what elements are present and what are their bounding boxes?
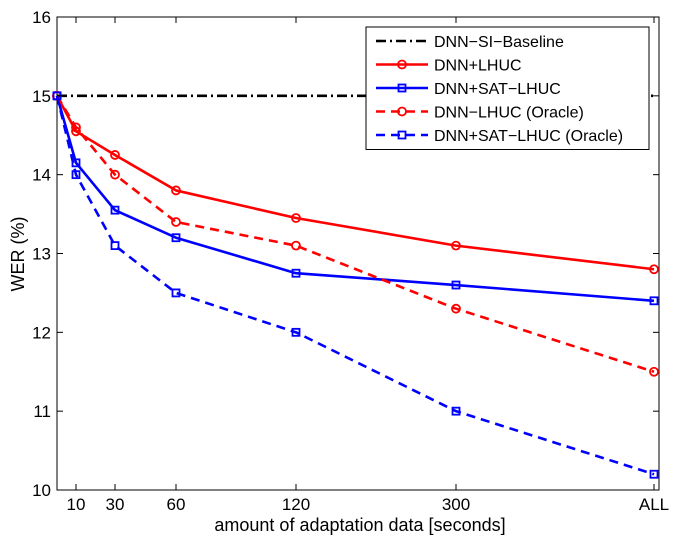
legend-item: DNN+LHUC <box>376 58 522 75</box>
legend-label: DNN+LHUC <box>434 58 522 75</box>
data-point <box>451 280 461 290</box>
data-point <box>291 240 301 251</box>
legend-marker <box>397 106 407 117</box>
x-tick-label: 30 <box>106 495 125 514</box>
series-4 <box>52 91 659 479</box>
data-point <box>110 205 120 215</box>
data-point <box>291 327 301 337</box>
legend-marker <box>397 83 407 93</box>
data-point <box>71 122 81 133</box>
legend-item: DNN+SAT−LHUC <box>376 81 561 98</box>
data-point <box>171 288 181 298</box>
data-point <box>451 303 461 314</box>
data-point <box>291 213 301 223</box>
data-point <box>451 240 461 251</box>
data-point <box>171 217 181 227</box>
y-tick-label: 12 <box>32 323 51 342</box>
data-point <box>649 469 659 479</box>
legend-label: DNN+SAT−LHUC <box>434 81 561 98</box>
data-point <box>451 406 461 416</box>
x-axis-label: amount of adaptation data [seconds] <box>214 515 505 535</box>
data-point <box>110 241 120 251</box>
y-tick-label: 11 <box>33 402 51 421</box>
legend-item: DNN−LHUC (Oracle) <box>376 105 584 122</box>
legend-label: DNN+SAT−LHUC (Oracle) <box>434 128 623 145</box>
data-point <box>649 264 659 275</box>
legend-item: DNN+SAT−LHUC (Oracle) <box>376 128 623 145</box>
y-tick-label: 10 <box>32 481 51 500</box>
x-tick-label: ALL <box>639 495 669 514</box>
data-point <box>110 150 120 160</box>
data-point <box>649 296 659 306</box>
data-point <box>110 169 120 180</box>
y-tick-label: 16 <box>32 8 51 27</box>
data-point <box>291 268 301 278</box>
y-tick-label: 13 <box>32 245 51 264</box>
y-axis-label: WER (%) <box>8 217 28 292</box>
legend-item: DNN−SI−Baseline <box>376 34 564 51</box>
series-line <box>55 95 655 303</box>
data-point <box>171 185 181 196</box>
x-tick-label: 120 <box>282 495 310 514</box>
x-tick-label: 60 <box>167 495 186 514</box>
series-line <box>55 95 655 476</box>
legend-marker <box>397 130 407 140</box>
legend-label: DNN−SI−Baseline <box>434 34 564 51</box>
y-tick-label: 15 <box>32 87 51 106</box>
x-tick-label: 300 <box>442 495 470 514</box>
y-tick-label: 14 <box>32 166 51 185</box>
series-line <box>55 95 655 373</box>
legend: DNN−SI−Baseline DNN+LHUC DNN+SAT−LHUC DNN−L… <box>365 26 650 150</box>
legend-label: DNN−LHUC (Oracle) <box>434 105 584 122</box>
data-point <box>71 170 81 180</box>
data-point <box>649 366 659 377</box>
ticks: 10 11 12 13 14 15 16 10 30 60 120 300 ALL <box>32 8 669 514</box>
x-tick-label: 10 <box>67 495 86 514</box>
data-point <box>171 233 181 243</box>
legend-marker <box>397 59 407 70</box>
series-layer <box>52 90 659 479</box>
